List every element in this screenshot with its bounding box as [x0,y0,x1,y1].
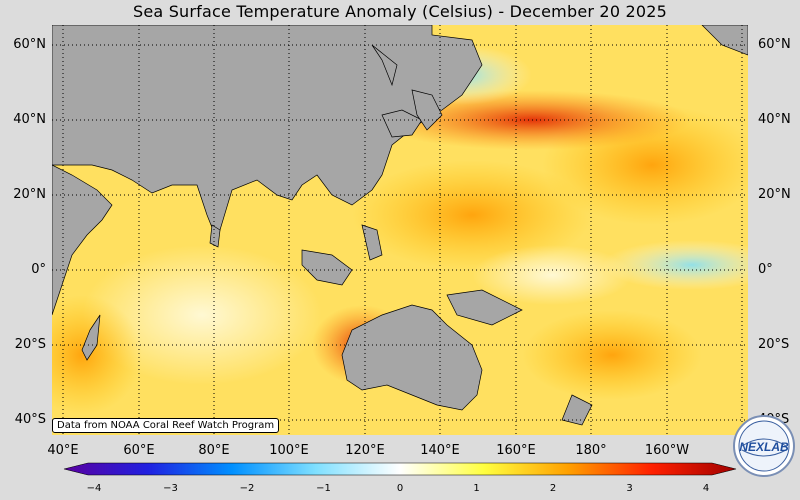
colorbar-tick-label: −1 [316,483,331,494]
colorbar-tick-label: 1 [473,483,480,494]
latitude-label-left: 40°S [14,412,46,427]
longitude-label: 160°E [496,443,536,458]
sakhalin [371,44,398,87]
longitude-label: 60°E [123,443,155,458]
sst-anomaly-map[interactable] [52,25,748,435]
colorbar [63,462,737,476]
data-credit: Data from NOAA Coral Reef Watch Program [52,418,280,433]
alaska [701,25,748,56]
philippines [361,224,383,261]
new-zealand [561,394,593,426]
anomaly-warm-west-pacific [352,160,592,270]
latitude-label-left: 40°N [13,112,46,127]
longitude-label: 140°E [420,443,460,458]
longitude-label: 80°E [198,443,230,458]
latitude-label-right: 60°N [758,37,791,52]
africa [52,164,113,316]
land-masses [52,25,748,426]
colorbar-tick-label: −3 [163,483,178,494]
anomaly-sw-indian [52,295,142,415]
colorbar-tick-label: 3 [626,483,633,494]
longitude-label: 40°E [47,443,79,458]
latitude-label-left: 20°S [14,337,46,352]
map-title: Sea Surface Temperature Anomaly (Celsius… [133,2,667,21]
madagascar-icon [81,314,101,361]
longitude-label: 100°E [269,443,309,458]
colorbar-tick-label: −2 [239,483,255,494]
colorbar-tick-label: 4 [702,483,710,494]
map-canvas [52,25,748,435]
longitude-label: 180° [575,443,607,458]
longitude-label: 160°W [644,443,690,458]
new-guinea [446,289,523,326]
latitude-label-left: 0° [31,262,46,277]
colorbar-tick-label: 2 [549,483,557,494]
latitude-label-right: 20°N [758,187,791,202]
logo-text: NEXLAB [739,440,789,454]
nexlab-logo[interactable]: NEXLAB [732,414,796,478]
australia [341,304,483,411]
sri-lanka [209,224,221,248]
anomaly-south-pacific [522,310,702,400]
latitude-label-left: 60°N [13,37,46,52]
japan [411,89,443,131]
anomaly-pale-band [472,245,632,305]
borneo-sumatra [301,249,353,286]
longitude-label: 120°E [345,443,385,458]
colorbar-tick-label: 0 [396,483,404,494]
anomaly-cool-equatorial [602,240,748,290]
colorbar-tick-label: −4 [86,483,102,494]
latitude-label-left: 20°N [13,187,46,202]
graticule [52,25,748,435]
colorbar-bar [63,462,737,476]
latitude-label-right: 40°N [758,112,791,127]
latitude-label-right: 20°S [758,337,790,352]
anomaly-indian-ocean [82,245,322,385]
latitude-label-right: 0° [758,262,773,277]
korea-japan [381,109,423,138]
eurasia [52,25,483,242]
